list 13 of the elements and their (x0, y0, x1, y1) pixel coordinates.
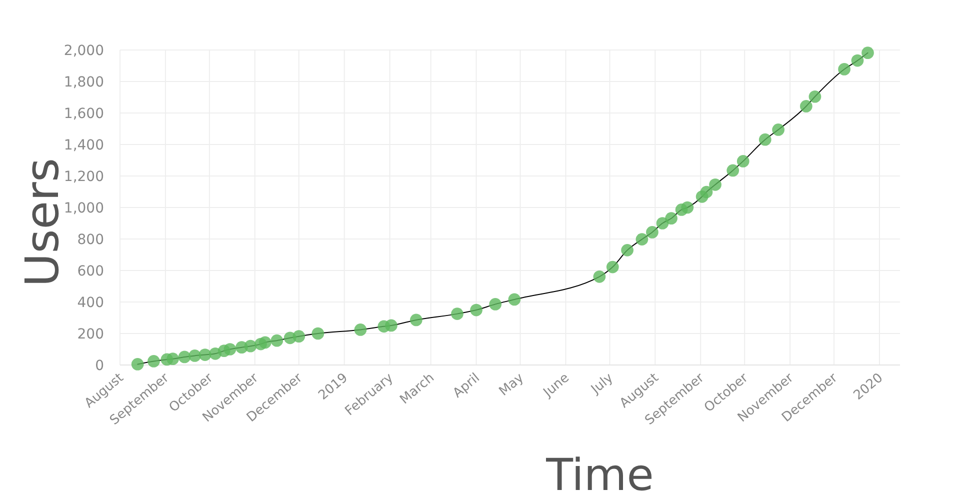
y-tick-label: 1,200 (64, 168, 104, 185)
x-tick-label: May (496, 370, 528, 400)
x-axis-title: Time (545, 450, 654, 500)
y-tick-label: 0 (95, 358, 104, 374)
y-tick-label: 200 (77, 326, 104, 342)
y-tick-label: 800 (77, 232, 104, 248)
y-tick-label: 600 (77, 263, 104, 280)
y-tick-label: 1,600 (64, 106, 104, 122)
y-tick-label: 1,800 (64, 74, 104, 90)
y-tick-label: 2,000 (64, 42, 104, 59)
y-tick-label: 400 (77, 294, 104, 311)
y-tick-label: 1,400 (64, 137, 104, 154)
y-tick-label: 1,000 (64, 200, 104, 216)
